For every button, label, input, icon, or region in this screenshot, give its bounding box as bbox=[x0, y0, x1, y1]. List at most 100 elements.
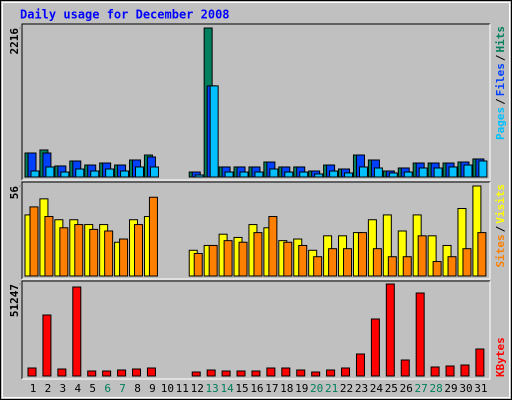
bar bbox=[146, 367, 156, 377]
bar bbox=[343, 248, 353, 277]
bar bbox=[400, 359, 410, 377]
x-tick-label: 5 bbox=[89, 382, 96, 395]
bar bbox=[477, 232, 487, 277]
x-tick-label: 6 bbox=[104, 382, 111, 395]
x-tick-label: 23 bbox=[355, 382, 368, 395]
bar bbox=[415, 292, 425, 377]
bar bbox=[105, 168, 115, 178]
bar bbox=[42, 314, 52, 377]
x-tick-label: 13 bbox=[206, 382, 219, 395]
bar bbox=[372, 248, 382, 277]
bar bbox=[298, 244, 308, 277]
bar bbox=[457, 208, 467, 277]
bar bbox=[87, 370, 97, 377]
bar bbox=[432, 261, 442, 277]
bar bbox=[209, 85, 219, 178]
bar bbox=[403, 171, 413, 178]
panel-light bbox=[22, 182, 491, 280]
bar bbox=[311, 371, 321, 377]
legend-separator: / bbox=[494, 225, 507, 232]
x-tick-label: 14 bbox=[220, 382, 234, 395]
bar bbox=[367, 219, 377, 277]
bar bbox=[329, 170, 339, 178]
bar bbox=[299, 171, 309, 178]
x-tick-label: 26 bbox=[400, 382, 413, 395]
bar bbox=[134, 224, 144, 277]
bar bbox=[344, 172, 354, 178]
x-tick-label: 19 bbox=[295, 382, 308, 395]
panel-light bbox=[22, 24, 491, 181]
legend-entry: Visits bbox=[494, 184, 507, 224]
bar bbox=[397, 230, 407, 277]
bar bbox=[472, 185, 482, 277]
bar bbox=[90, 170, 100, 178]
x-tick-label: 24 bbox=[370, 382, 384, 395]
panel-shadow bbox=[21, 280, 490, 379]
legend: Sites /Visits bbox=[494, 184, 507, 268]
panel-shadow bbox=[21, 181, 490, 279]
x-tick-label: 31 bbox=[474, 382, 487, 395]
bar bbox=[382, 214, 392, 277]
bar bbox=[135, 166, 145, 178]
bar bbox=[193, 253, 203, 277]
bar bbox=[341, 367, 351, 377]
panel bbox=[22, 281, 490, 379]
x-tick-label: 29 bbox=[444, 382, 457, 395]
bar bbox=[224, 171, 234, 178]
x-tick-label: 12 bbox=[191, 382, 204, 395]
x-tick-label: 21 bbox=[325, 382, 338, 395]
bar bbox=[60, 171, 70, 178]
bar bbox=[385, 283, 395, 377]
legend-entry: Hits bbox=[494, 26, 507, 53]
x-tick-label: 4 bbox=[74, 382, 81, 395]
x-tick-label: 1 bbox=[30, 382, 37, 395]
bar bbox=[355, 353, 365, 377]
bar bbox=[313, 256, 323, 277]
bar bbox=[358, 166, 368, 178]
bar bbox=[194, 174, 204, 178]
legend-separator: / bbox=[494, 98, 507, 105]
bar bbox=[296, 369, 306, 377]
bar bbox=[254, 171, 264, 178]
x-tick-label: 8 bbox=[134, 382, 141, 395]
bar bbox=[117, 369, 127, 377]
bar bbox=[284, 171, 294, 178]
legend-entry: Files bbox=[494, 63, 507, 96]
bar bbox=[357, 232, 367, 277]
bar bbox=[191, 371, 201, 377]
x-tick-label: 27 bbox=[415, 382, 428, 395]
bar bbox=[30, 170, 40, 178]
bar bbox=[27, 367, 37, 377]
panel bbox=[22, 24, 490, 180]
x-tick-label: 3 bbox=[60, 382, 67, 395]
bar bbox=[253, 232, 263, 277]
bar bbox=[373, 167, 383, 178]
bar bbox=[74, 224, 84, 277]
y-tick-label: 51247 bbox=[8, 284, 21, 317]
chart-title: Daily usage for December 2008 bbox=[20, 8, 230, 22]
bar bbox=[104, 230, 114, 277]
legend: Pages/Files/Hits bbox=[494, 26, 507, 140]
legend-entry: Sites bbox=[494, 234, 507, 267]
bar bbox=[29, 206, 39, 277]
bar bbox=[251, 370, 261, 377]
bar bbox=[326, 369, 336, 377]
x-tick-label: 11 bbox=[176, 382, 189, 395]
y-tick-label: 2216 bbox=[8, 28, 21, 55]
legend-separator: / bbox=[494, 54, 507, 61]
bar bbox=[283, 241, 293, 277]
bar bbox=[59, 227, 69, 277]
bar bbox=[387, 256, 397, 277]
bar bbox=[417, 235, 427, 277]
bar bbox=[89, 228, 99, 277]
bar bbox=[239, 171, 249, 178]
bar bbox=[238, 241, 248, 277]
bar bbox=[72, 286, 82, 377]
x-tick-label: 22 bbox=[340, 382, 353, 395]
bar bbox=[475, 348, 485, 377]
bar bbox=[44, 216, 54, 277]
bar bbox=[370, 318, 380, 377]
bar bbox=[120, 170, 130, 178]
